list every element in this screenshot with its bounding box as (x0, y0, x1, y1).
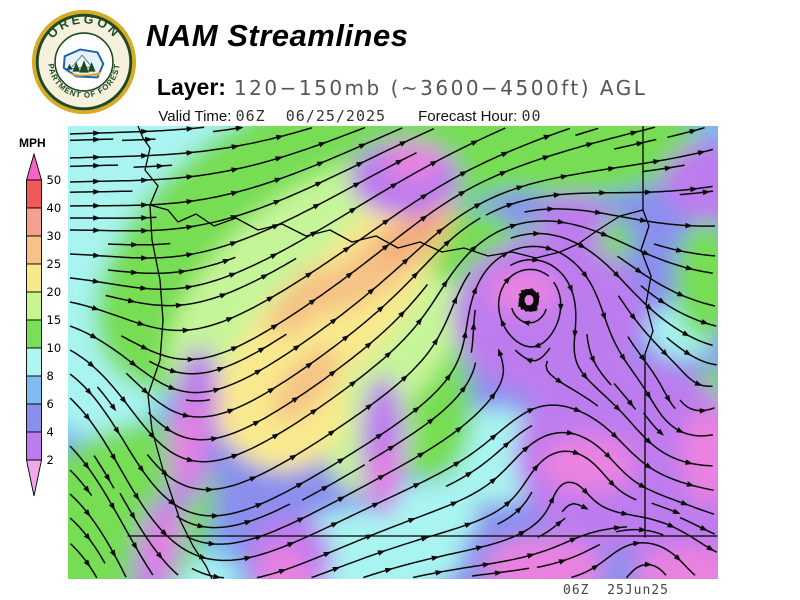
wind-speed-region-green (68, 421, 216, 579)
legend-tick-label: 40 (47, 201, 62, 215)
legend-band (26, 235, 42, 265)
legend-band (26, 347, 42, 377)
time-row: Valid Time: 06Z 06/25/2025 Forecast Hour:… (150, 90, 542, 125)
wind-speed-legend: 50 40 30 25 20 15 10 8 6 4 2 (25, 152, 62, 497)
legend-band (26, 263, 42, 293)
legend-arrow-bottom (25, 459, 43, 497)
columbia-river-border (149, 204, 644, 259)
wind-speed-region-magenta (174, 396, 202, 486)
legend-band (26, 179, 42, 209)
legend-tick-label: 10 (47, 341, 62, 355)
logo-oregon-emblem (62, 48, 105, 79)
odf-logo: OREGON DEPARTMENT OF FORESTRY (30, 8, 137, 115)
wind-speed-region-magenta (635, 546, 718, 579)
wind-speed-region-orange (268, 266, 338, 336)
wind-speed-region-green (674, 221, 718, 341)
wind-speed-region-magenta (147, 509, 175, 579)
forecast-hour-label: Forecast Hour: (418, 108, 522, 125)
legend-tick-label: 4 (47, 425, 54, 439)
wind-speed-region-magenta (255, 546, 311, 579)
valid-time-label: Valid Time: (158, 108, 236, 125)
wind-speed-region-magenta (483, 536, 603, 579)
legend-unit-label: MPH (19, 136, 46, 150)
layer-row: Layer: 120−150mb (~3600−4500ft) AGL (148, 56, 647, 101)
wind-speed-region-magenta (680, 408, 718, 504)
logo-trees-icon (66, 60, 96, 73)
legend-band (26, 375, 42, 405)
wind-speed-region-purple (663, 141, 718, 221)
oregon-coastline (137, 126, 213, 579)
legend-tick-label: 15 (47, 313, 62, 327)
layer-label: Layer: (156, 74, 226, 100)
legend-band (26, 431, 42, 461)
page-title: NAM Streamlines (146, 18, 409, 53)
map-timestamp: 06Z 25Jun25 (563, 583, 669, 598)
legend-band (26, 291, 42, 321)
valid-time-value: 06Z 06/25/2025 (235, 107, 387, 125)
legend-tick-label: 6 (47, 397, 54, 411)
wind-speed-region-cyan (388, 481, 478, 551)
layer-value: 120−150mb (~3600−4500ft) AGL (233, 76, 648, 100)
legend-tick-label: 20 (47, 285, 62, 299)
streamline-map (68, 126, 718, 579)
wind-speed-region-magenta (383, 143, 443, 179)
legend-tick-label: 2 (47, 453, 54, 467)
forecast-hour-value: 00 (521, 107, 542, 125)
legend-band (26, 207, 42, 237)
state-borders (127, 126, 718, 579)
legend-arrow-top (25, 152, 43, 181)
legend-band (26, 403, 42, 433)
legend-band (26, 319, 42, 349)
legend-tick-label: 30 (47, 229, 62, 243)
legend-tick-label: 8 (47, 369, 54, 383)
wind-speed-region-deep-orange (380, 209, 446, 263)
wind-speed-region-magenta (540, 434, 636, 494)
legend-tick-label: 50 (47, 173, 62, 187)
oregon-idaho-border (640, 209, 654, 538)
legend-tick-label: 25 (47, 257, 62, 271)
